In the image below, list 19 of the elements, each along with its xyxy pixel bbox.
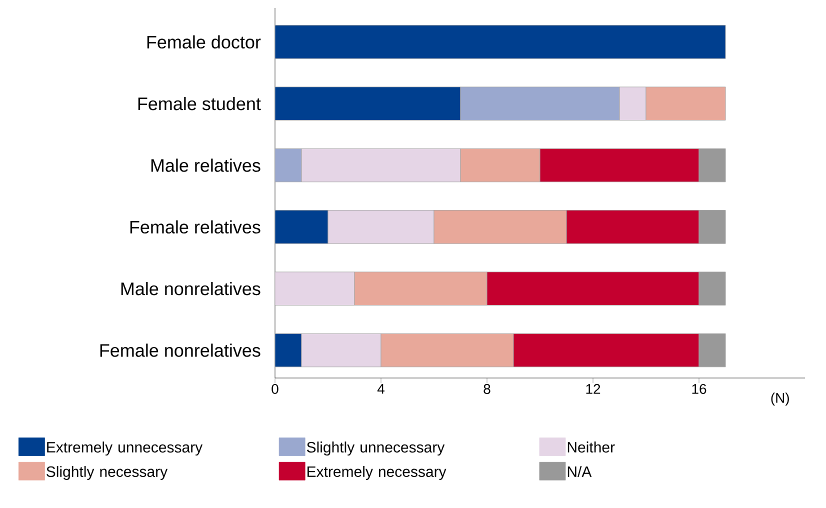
x-tick-label: 8 bbox=[484, 384, 490, 394]
legend-label: Extremely necessary bbox=[308, 466, 446, 480]
x-tick-label: 4 bbox=[377, 384, 384, 394]
y-tick-label: Female relatives bbox=[130, 220, 260, 234]
y-tick-label: Female student bbox=[138, 96, 261, 110]
x-axis-title: (N) bbox=[771, 392, 789, 406]
legend-label: Slightly necessary bbox=[46, 466, 168, 480]
y-tick-label: Male relatives bbox=[151, 158, 260, 172]
x-tick-label: 0 bbox=[272, 384, 278, 394]
x-tick-label: 12 bbox=[586, 384, 600, 394]
legend-label: Slightly unnecessary bbox=[306, 442, 445, 456]
y-tick-label: Female doctor bbox=[147, 35, 261, 49]
y-tick-label: Male nonrelatives bbox=[121, 282, 260, 296]
legend-label: Neither bbox=[568, 442, 615, 453]
legend-label: Extremely unnecessary bbox=[47, 442, 203, 456]
legend-label: N/A bbox=[568, 466, 592, 477]
x-tick-label: 16 bbox=[692, 384, 706, 394]
y-tick-label: Female nonrelatives bbox=[100, 344, 260, 357]
bar bbox=[274, 25, 726, 59]
